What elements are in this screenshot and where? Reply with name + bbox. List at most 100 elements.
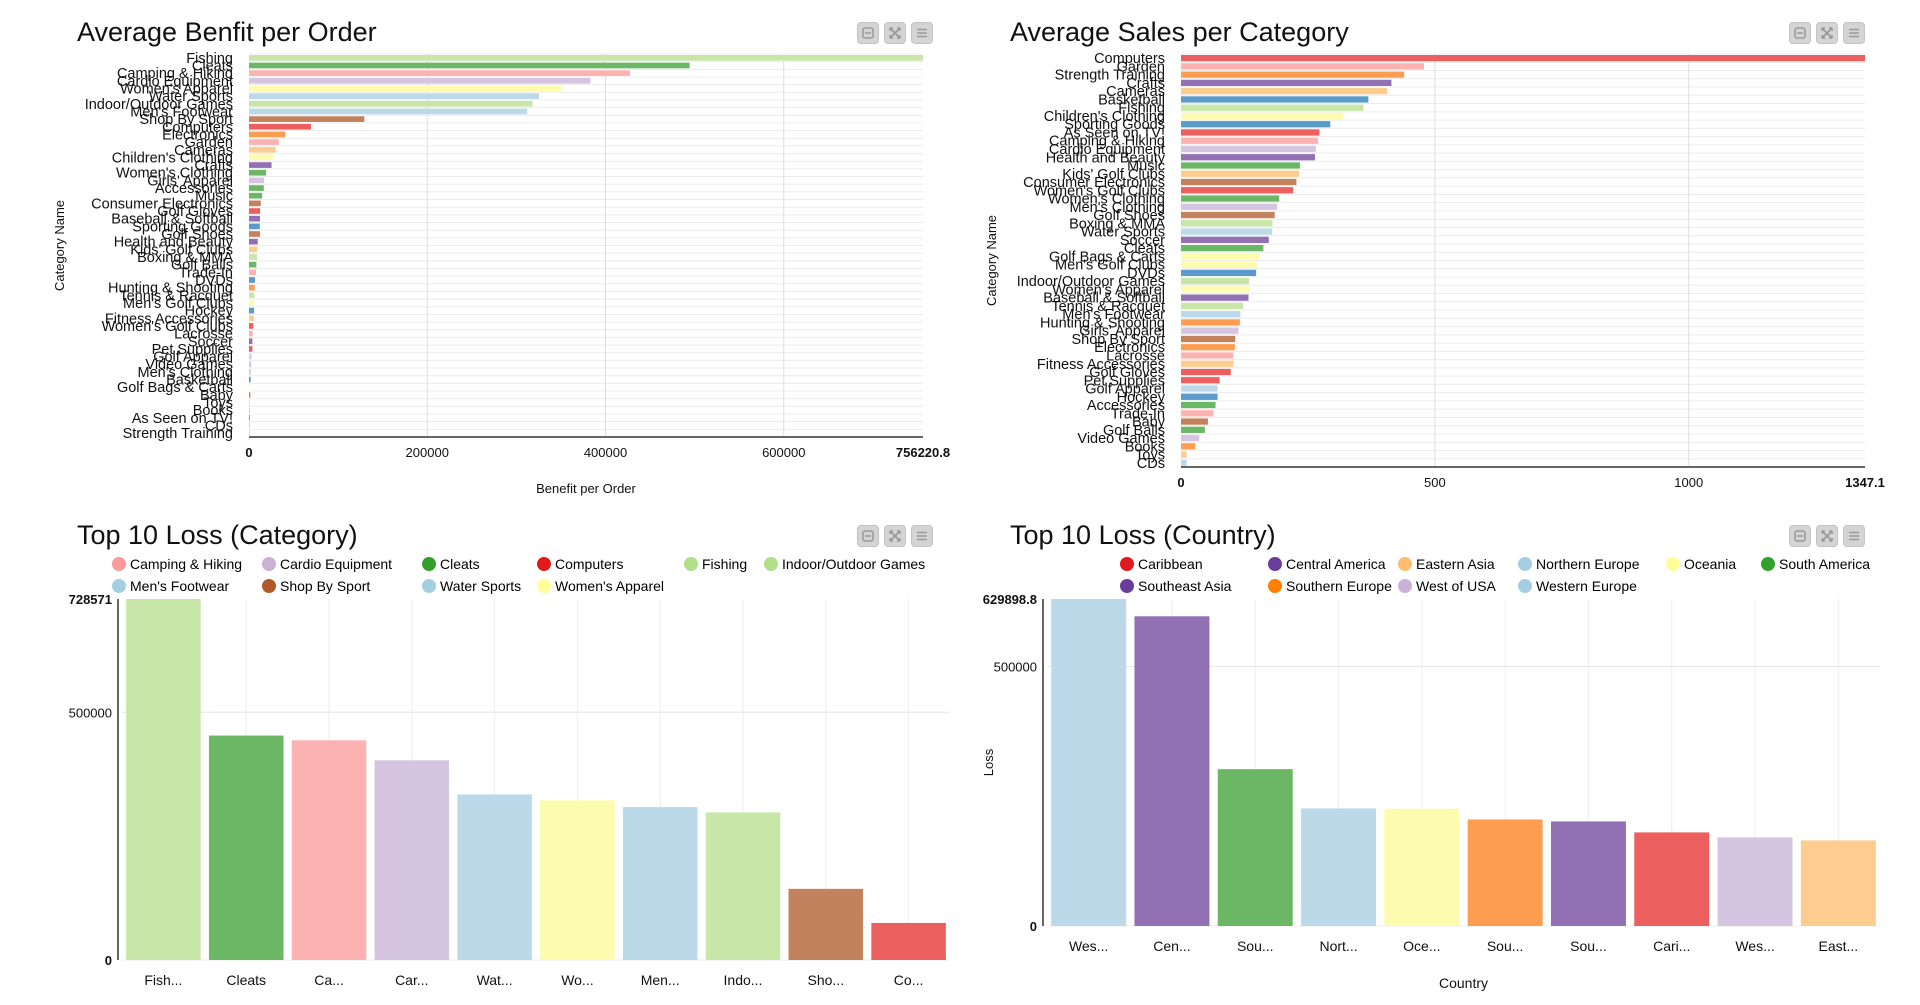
bar[interactable] (1181, 434, 1200, 442)
bar[interactable] (208, 735, 284, 960)
bar[interactable] (249, 369, 251, 375)
bar[interactable] (1181, 410, 1214, 417)
bar[interactable] (249, 62, 690, 69)
bar[interactable] (1800, 840, 1876, 926)
bar[interactable] (249, 185, 264, 191)
bar[interactable] (1181, 302, 1243, 310)
bar[interactable] (1181, 170, 1300, 177)
minimize-button[interactable] (857, 525, 879, 547)
bar[interactable] (1181, 459, 1187, 466)
legend-item[interactable]: Eastern Asia (1398, 556, 1518, 572)
minimize-button[interactable] (1789, 22, 1811, 44)
bar[interactable] (249, 246, 258, 253)
bar[interactable] (249, 139, 279, 145)
bar[interactable] (1181, 211, 1275, 219)
bar[interactable] (1181, 154, 1315, 161)
bar[interactable] (1181, 178, 1297, 186)
bar[interactable] (1181, 451, 1187, 458)
bar[interactable] (1051, 599, 1127, 926)
legend-item[interactable]: Caribbean (1120, 556, 1268, 572)
bar[interactable] (249, 223, 260, 230)
menu-button[interactable] (1843, 22, 1865, 44)
bar[interactable] (249, 146, 276, 153)
bar[interactable] (249, 292, 255, 299)
bar[interactable] (1134, 616, 1210, 926)
bar[interactable] (249, 430, 250, 436)
fullscreen-button[interactable] (884, 525, 906, 547)
bar[interactable] (1181, 335, 1236, 343)
legend-item[interactable]: Fishing (684, 556, 764, 572)
legend-item[interactable]: Computers (537, 556, 684, 572)
bar[interactable] (1717, 837, 1793, 926)
bar[interactable] (1181, 71, 1405, 78)
legend-item[interactable]: South America (1761, 556, 1891, 572)
legend-item[interactable]: Shop By Sport (262, 578, 422, 594)
bar[interactable] (249, 93, 540, 99)
bar[interactable] (249, 108, 528, 115)
bar[interactable] (249, 284, 255, 291)
bar[interactable] (249, 315, 254, 322)
bar[interactable] (249, 55, 923, 61)
bar[interactable] (249, 277, 256, 283)
bar[interactable] (1467, 819, 1543, 926)
bar[interactable] (1181, 145, 1316, 153)
bar[interactable] (1181, 294, 1249, 301)
bar[interactable] (249, 384, 250, 391)
bar[interactable] (249, 254, 258, 260)
bar[interactable] (249, 392, 251, 398)
bar[interactable] (1181, 236, 1269, 243)
bar[interactable] (1181, 443, 1196, 450)
bar[interactable] (1181, 121, 1331, 128)
bar[interactable] (249, 215, 261, 222)
bar[interactable] (249, 361, 252, 368)
fullscreen-button[interactable] (1816, 22, 1838, 44)
bar[interactable] (249, 307, 255, 314)
bar[interactable] (249, 330, 253, 337)
bar[interactable] (249, 162, 272, 168)
minimize-button[interactable] (1789, 525, 1811, 547)
bar[interactable] (1181, 344, 1235, 351)
bar[interactable] (1181, 228, 1273, 235)
bar[interactable] (1301, 808, 1377, 926)
bar[interactable] (249, 116, 365, 122)
bar[interactable] (1181, 401, 1216, 409)
bar[interactable] (1181, 96, 1369, 103)
bar[interactable] (249, 300, 255, 306)
bar[interactable] (1181, 162, 1301, 169)
bar[interactable] (126, 599, 201, 960)
bar[interactable] (249, 192, 263, 199)
legend-item[interactable]: Western Europe (1518, 578, 1666, 594)
menu-button[interactable] (1843, 525, 1865, 547)
bar[interactable] (249, 399, 250, 406)
bar[interactable] (1181, 88, 1388, 95)
bar[interactable] (1217, 769, 1293, 926)
bar[interactable] (1550, 821, 1626, 926)
bar[interactable] (249, 422, 250, 429)
bar[interactable] (788, 888, 864, 960)
bar[interactable] (1181, 104, 1364, 111)
bar[interactable] (249, 208, 261, 214)
fullscreen-button[interactable] (884, 22, 906, 44)
bar[interactable] (1384, 808, 1460, 926)
legend-item[interactable]: West of USA (1398, 578, 1518, 594)
bar[interactable] (249, 169, 267, 176)
bar[interactable] (249, 85, 562, 92)
bar[interactable] (705, 812, 781, 960)
bar[interactable] (249, 177, 265, 184)
bar[interactable] (1181, 278, 1250, 285)
menu-button[interactable] (911, 22, 933, 44)
bar[interactable] (1181, 195, 1280, 202)
legend-item[interactable]: Southern Europe (1268, 578, 1398, 594)
bar[interactable] (1181, 244, 1264, 252)
bar[interactable] (1181, 377, 1220, 384)
bar[interactable] (1181, 327, 1239, 334)
bar[interactable] (1181, 187, 1294, 194)
legend-item[interactable]: Oceania (1666, 556, 1761, 572)
bar[interactable] (1181, 55, 1865, 62)
bar[interactable] (1181, 269, 1257, 277)
legend-item[interactable]: Northern Europe (1518, 556, 1666, 572)
bar[interactable] (249, 323, 254, 329)
legend-item[interactable]: Southeast Asia (1120, 578, 1268, 594)
bar[interactable] (249, 77, 591, 84)
bar[interactable] (1181, 220, 1273, 227)
